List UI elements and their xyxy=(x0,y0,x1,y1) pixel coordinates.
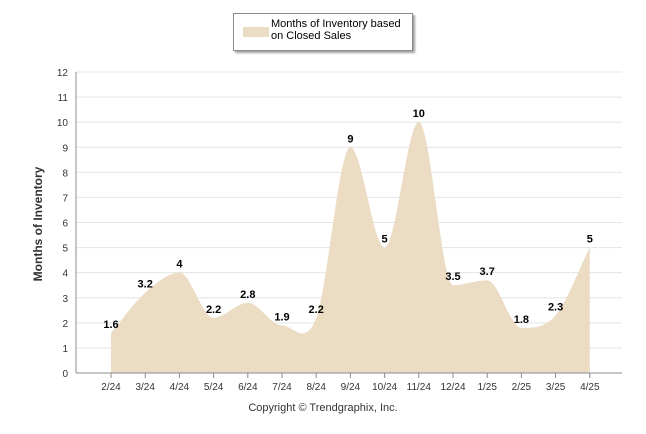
copyright-text: Copyright © Trendgraphix, Inc. xyxy=(248,402,398,414)
data-label: 5 xyxy=(382,234,388,246)
y-tick-label: 7 xyxy=(62,193,68,204)
x-tick-label: 5/24 xyxy=(204,382,224,393)
x-tick-label: 2/25 xyxy=(512,382,532,393)
x-tick-label: 7/24 xyxy=(272,382,292,393)
x-tick-label: 12/24 xyxy=(440,382,465,393)
x-tick-label: 11/24 xyxy=(407,382,432,393)
y-tick-label: 5 xyxy=(62,244,68,255)
area-series xyxy=(111,122,590,373)
y-tick-label: 1 xyxy=(62,344,68,355)
x-tick-label: 6/24 xyxy=(238,382,258,393)
data-label: 9 xyxy=(347,133,353,145)
data-label: 3.2 xyxy=(138,279,153,291)
y-tick-label: 12 xyxy=(57,68,69,79)
data-label: 10 xyxy=(413,108,425,120)
data-label: 2.2 xyxy=(206,304,221,316)
y-tick-label: 11 xyxy=(58,93,69,104)
x-tick-label: 9/24 xyxy=(341,382,361,393)
y-tick-label: 10 xyxy=(57,118,69,129)
data-label: 1.8 xyxy=(514,314,529,326)
legend: Months of Inventory based on Closed Sale… xyxy=(233,13,413,51)
y-tick-label: 6 xyxy=(62,219,68,230)
y-tick-label: 3 xyxy=(62,294,68,305)
x-tick-label: 3/25 xyxy=(546,382,566,393)
y-tick-label: 2 xyxy=(62,319,68,330)
data-label: 1.6 xyxy=(103,319,118,331)
x-tick-label: 4/24 xyxy=(170,382,190,393)
y-tick-label: 8 xyxy=(62,168,68,179)
x-tick-label: 2/24 xyxy=(101,382,121,393)
y-axis-title: Months of Inventory xyxy=(31,166,45,282)
data-label: 1.9 xyxy=(274,311,289,323)
data-label: 3.5 xyxy=(445,271,460,283)
data-label: 5 xyxy=(587,234,593,246)
x-axis-ticks: 2/24 3/24 4/24 5/24 6/24 7/24 8/24 9/24 10/24 11/… xyxy=(101,373,600,393)
x-tick-label: 4/25 xyxy=(580,382,600,393)
area-fill xyxy=(111,122,590,373)
data-label: 4 xyxy=(176,259,183,271)
x-tick-label: 8/24 xyxy=(306,382,326,393)
data-label: 3.7 xyxy=(480,266,495,278)
legend-swatch xyxy=(243,27,269,37)
data-label: 2.2 xyxy=(309,304,324,316)
y-tick-label: 0 xyxy=(62,369,68,380)
legend-label: Months of Inventory based on Closed Sale… xyxy=(271,18,401,42)
data-label: 2.3 xyxy=(548,301,563,313)
axes xyxy=(75,72,622,374)
x-tick-label: 10/24 xyxy=(372,382,397,393)
y-tick-label: 9 xyxy=(62,143,68,154)
x-tick-label: 1/25 xyxy=(477,382,497,393)
data-label: 2.8 xyxy=(240,289,255,301)
data-labels: 1.6 3.2 4 2.2 2.8 1.9 2.2 9 5 10 3.5 3.7 1.8 2.3 5 xyxy=(103,108,593,331)
x-tick-label: 3/24 xyxy=(135,382,155,393)
y-tick-label: 4 xyxy=(62,269,68,280)
